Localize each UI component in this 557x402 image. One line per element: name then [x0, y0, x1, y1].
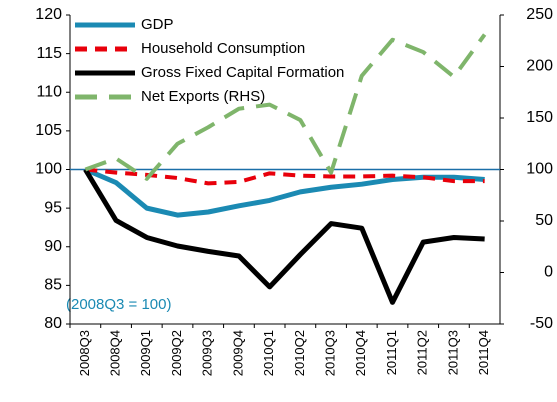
legend-label: Net Exports (RHS)	[141, 88, 265, 105]
x-tick-label: 2010Q2	[292, 330, 307, 376]
x-tick-label: 2011Q3	[445, 330, 460, 375]
legend-label: GDP	[141, 16, 174, 33]
x-tick-label: 2011Q1	[384, 330, 399, 375]
legend-label: Gross Fixed Capital Formation	[141, 64, 344, 81]
y-tick-label: 115	[36, 45, 62, 62]
y-tick-label: 90	[44, 238, 62, 255]
x-tick-label: 2009Q2	[169, 330, 184, 376]
x-tick-label: 2010Q1	[261, 330, 276, 376]
series-line	[84, 167, 485, 218]
y-tick-label: 120	[35, 6, 62, 23]
x-tick-label: 2010Q3	[323, 330, 338, 376]
y2-tick-label: 100	[526, 161, 553, 178]
x-tick-label: 2011Q4	[476, 330, 491, 375]
x-tick-label: 2009Q1	[138, 330, 153, 376]
y-tick-label: 100	[35, 161, 62, 178]
legend-label: Household Consumption	[141, 40, 305, 57]
y-tick-label: 85	[44, 277, 62, 294]
y-tick-label: 80	[44, 315, 62, 332]
x-tick-label: 2009Q3	[200, 330, 215, 376]
series-line	[85, 167, 485, 186]
y2-tick-label: 250	[526, 6, 553, 23]
x-tick-label: 2009Q4	[230, 330, 245, 376]
x-tick-label: 2010Q4	[353, 330, 368, 376]
y2-tick-label: 150	[526, 109, 553, 126]
series-line	[84, 33, 487, 181]
y2-tick-label: 0	[544, 264, 553, 281]
x-tick-label: 2008Q4	[108, 330, 123, 376]
y-tick-label: 95	[44, 199, 62, 216]
y-tick-label: 110	[36, 83, 62, 100]
annotation: (2008Q3 = 100)	[66, 296, 172, 313]
y-tick-label: 105	[35, 122, 62, 139]
y2-tick-label: 50	[535, 212, 553, 229]
series-line	[83, 168, 485, 305]
x-tick-label: 2008Q3	[77, 330, 92, 376]
y2-tick-label: 200	[526, 58, 553, 75]
x-tick-label: 2011Q2	[415, 330, 430, 375]
y2-tick-label: -50	[530, 315, 553, 332]
